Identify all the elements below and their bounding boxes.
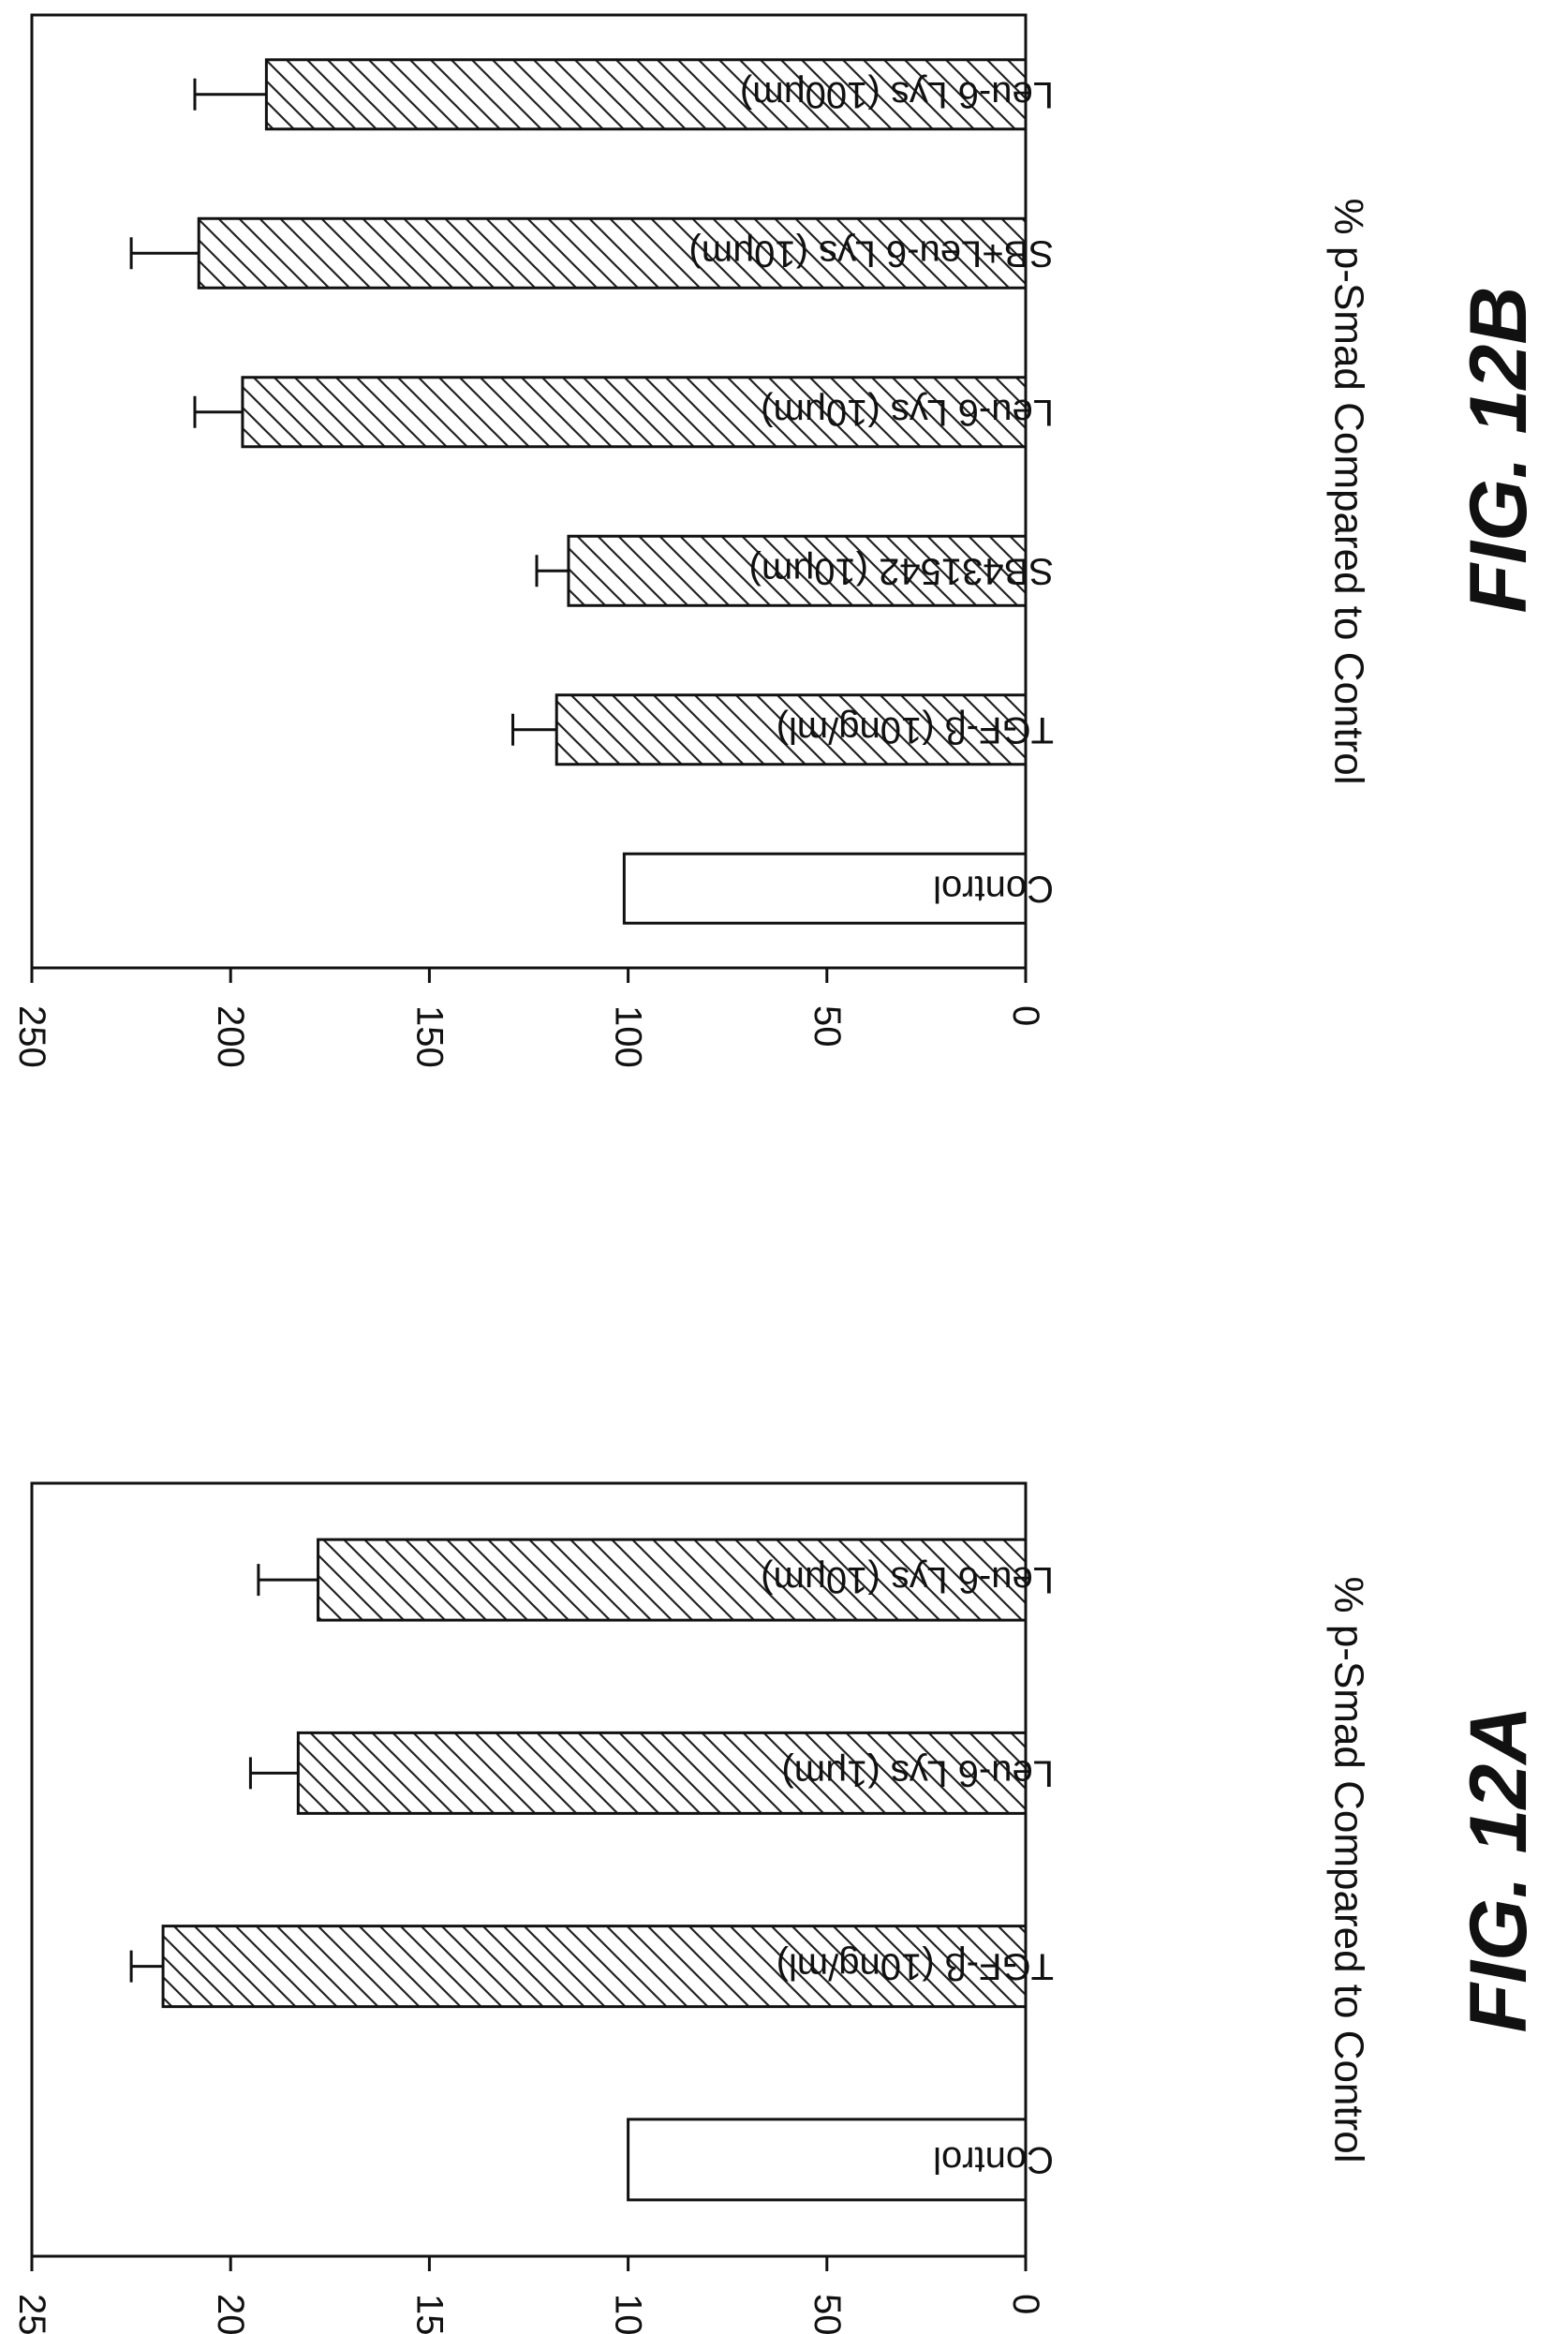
y-tick-label: 250 <box>11 2294 52 2334</box>
y-tick-label: 0 <box>1005 2294 1046 2314</box>
category-label: SB+Leu-6 Lys (10μm) <box>688 232 1054 274</box>
bar-3 <box>296 1731 1028 1815</box>
y-axis-title: % p-Smad Compared to Control <box>1326 1576 1372 2163</box>
category-label: Control <box>933 868 1054 909</box>
category-label: Leu-6 Lys (10μm) <box>761 392 1054 433</box>
y-tick-label: 50 <box>806 2294 848 2334</box>
bar-4 <box>317 1538 1028 1622</box>
category-label: TGF-β (10ng/ml) <box>777 709 1054 751</box>
category-label: Leu-6 Lys (100μm) <box>740 74 1054 115</box>
bar-2 <box>161 1925 1028 2009</box>
y-tick-label: 250 <box>11 1005 52 1068</box>
category-label: Control <box>933 2139 1054 2180</box>
y-tick-label: 200 <box>210 2294 251 2334</box>
category-label: Leu-6 Lys (1μm) <box>781 1752 1054 1793</box>
category-label: TGF-β (10ng/ml) <box>777 1946 1054 1987</box>
bar-1 <box>627 2118 1028 2202</box>
chart-12b: 0 50 100 150 200 250 Control TGF-β (10ng/ml) SB4… <box>11 13 1544 1068</box>
y-tick-label: 150 <box>408 2294 450 2334</box>
y-tick-label: 50 <box>806 1005 848 1048</box>
figure-label: FIG. 12A <box>1454 1706 1544 2033</box>
bar-1 <box>622 852 1028 925</box>
y-tick-label: 150 <box>408 1005 450 1068</box>
bar-3 <box>567 534 1028 607</box>
y-axis-title: % p-Smad Compared to Control <box>1326 198 1372 784</box>
y-tick-label: 0 <box>1005 1005 1046 1026</box>
chart-12a: 0 50 100 150 200 250 Control TGF-β (10ng/ml) Leu… <box>11 1481 1544 2334</box>
y-tick-label: 200 <box>210 1005 251 1068</box>
y-tick-label: 100 <box>608 1005 649 1068</box>
bar-5 <box>197 216 1028 290</box>
category-label: Leu-6 Lys (10μm) <box>761 1559 1054 1600</box>
plot-frame <box>30 1481 1028 2258</box>
y-tick-label: 100 <box>608 2294 649 2334</box>
category-label: SB431542 (10μm) <box>749 550 1054 591</box>
figure-label: FIG. 12B <box>1454 287 1544 614</box>
plot-frame <box>30 13 1028 970</box>
